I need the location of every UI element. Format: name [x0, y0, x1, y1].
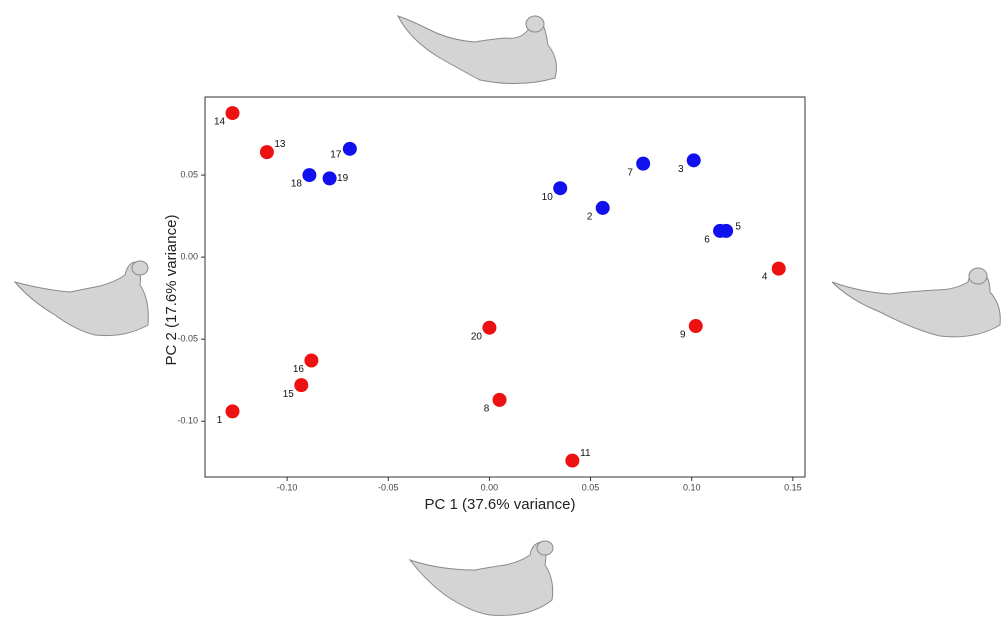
point-label: 15 [283, 389, 295, 400]
data-point [565, 453, 580, 468]
x-axis-title: PC 1 (37.6% variance) [425, 496, 576, 513]
data-point [302, 168, 317, 183]
data-point [322, 171, 337, 186]
data-point [686, 153, 701, 168]
data-point [492, 392, 507, 407]
point-label: 4 [762, 271, 768, 282]
y-tick-label: 0.00 [180, 252, 198, 262]
point-label: 17 [330, 149, 342, 160]
point-label: 5 [735, 222, 741, 233]
point-label: 11 [580, 448, 591, 459]
plot-frame [204, 96, 806, 478]
point-label: 3 [678, 164, 684, 175]
point-label: 8 [484, 404, 490, 415]
y-tick-label: 0.05 [180, 169, 198, 179]
mandible-top [397, 15, 557, 85]
data-point [342, 141, 357, 156]
point-label: 19 [337, 173, 349, 184]
x-tick-label: -0.10 [277, 482, 298, 492]
mandible-illustrations [13, 15, 1001, 616]
x-tick-label: -0.05 [378, 482, 399, 492]
x-tick-label: 0.05 [582, 482, 600, 492]
y-tick-label: -0.10 [177, 416, 198, 426]
point-label: 6 [704, 235, 710, 246]
data-point [636, 156, 651, 171]
point-label: 1 [217, 415, 223, 426]
data-point [482, 320, 497, 335]
point-label: 10 [542, 192, 554, 203]
data-point [688, 319, 703, 334]
point-label: 9 [680, 330, 686, 341]
mandible-left [13, 260, 149, 336]
point-label: 13 [274, 139, 286, 150]
data-point [225, 404, 240, 419]
x-tick-label: 0.10 [683, 482, 701, 492]
mandible-bottom [408, 540, 554, 616]
data-point [771, 261, 786, 276]
data-point [294, 378, 309, 393]
y-axis-title: PC 2 (17.6% variance) [163, 215, 180, 366]
data-point [259, 145, 274, 160]
point-label: 20 [471, 331, 483, 342]
data-point [304, 353, 319, 368]
data-point [719, 223, 734, 238]
x-tick-label: 0.15 [784, 482, 802, 492]
point-label: 7 [627, 167, 633, 178]
data-point [225, 106, 240, 121]
mandible-right [831, 267, 1001, 338]
point-label: 2 [587, 212, 593, 223]
point-label: 18 [291, 179, 303, 190]
y-tick-label: -0.05 [177, 334, 198, 344]
point-label: 16 [293, 364, 305, 375]
point-label: 14 [214, 117, 226, 128]
data-point [595, 200, 610, 215]
data-point [553, 181, 568, 196]
x-tick-label: 0.00 [481, 482, 499, 492]
